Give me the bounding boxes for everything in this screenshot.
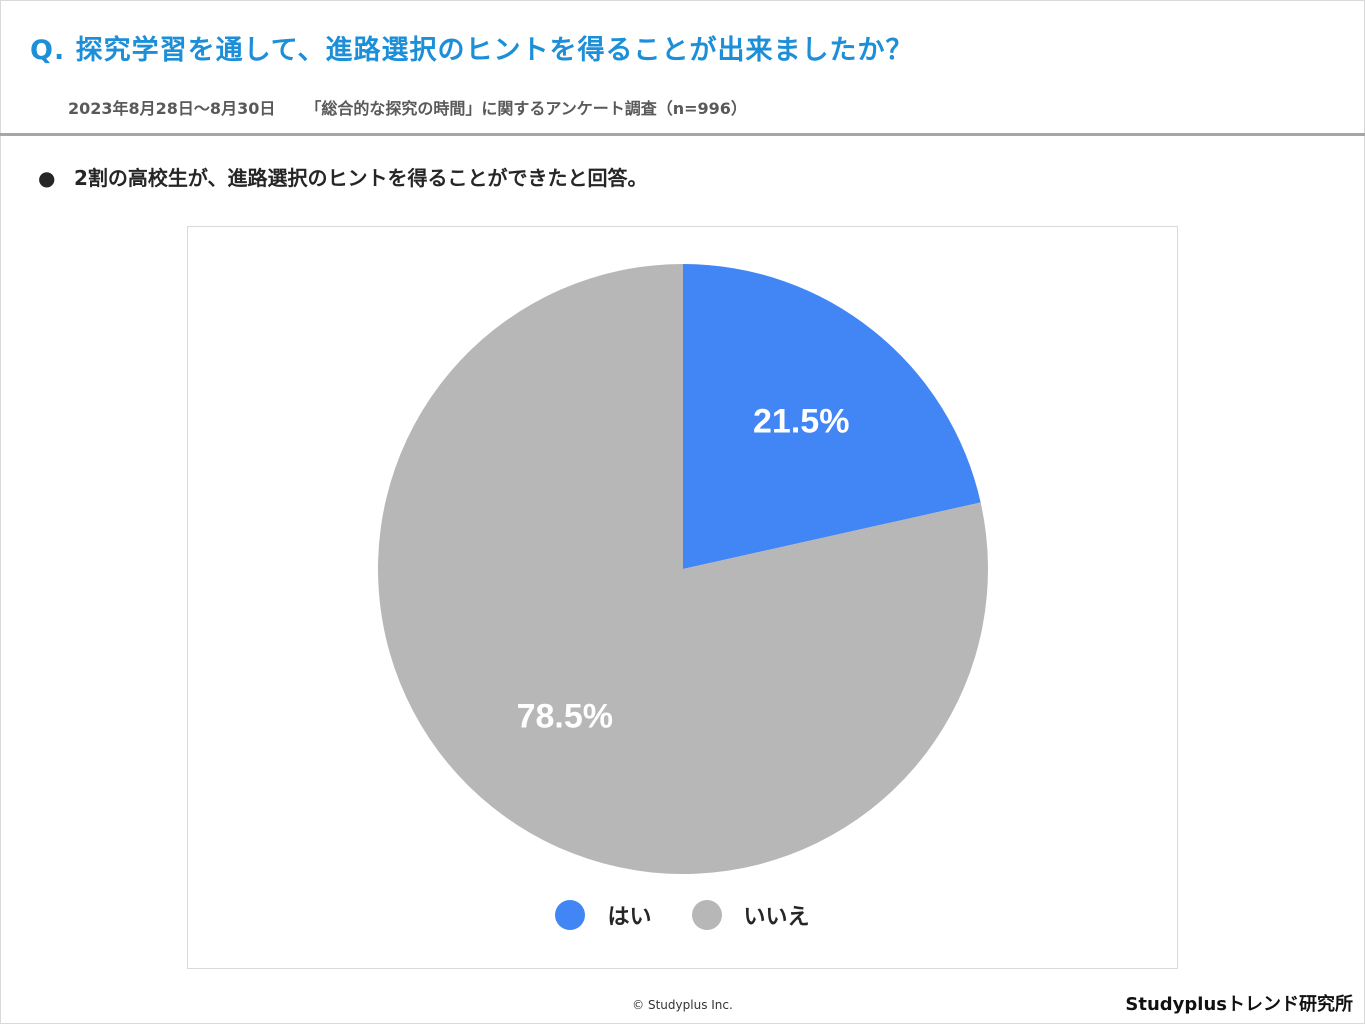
legend-label-no: いいえ (743, 905, 810, 930)
bullet-icon: ● (38, 166, 56, 190)
pie-chart-panel: 21.5% 78.5% はい いいえ (187, 226, 1178, 969)
header-divider (0, 133, 1365, 136)
legend-item-yes: はい (555, 899, 652, 931)
page-title: Q. 探究学習を通して、進路選択のヒントを得ることが出来ましたか？ (30, 35, 914, 66)
survey-info: 2023年8月28日～8月30日 「総合的な探究の時間」に関するアンケート調査（n… (68, 95, 747, 119)
legend-swatch-yes (555, 900, 586, 930)
pie-label-no: 78.5% (517, 698, 613, 736)
brand-logo-text: Studyplusトレンド研究所 (1125, 994, 1353, 1015)
summary-text: 2割の高校生が、進路選択のヒントを得ることができたと回答。 (74, 166, 648, 190)
chart-legend: はい いいえ (188, 899, 1177, 931)
legend-label-yes: はい (607, 905, 652, 930)
pie-slice-no (378, 264, 989, 874)
copyright-notice: © Studyplus Inc. (632, 998, 733, 1012)
pie-slice-yes (683, 264, 981, 569)
survey-date-range: 2023年8月28日～8月30日 (68, 99, 276, 118)
survey-name: 「総合的な探究の時間」に関するアンケート調査（n=996） (305, 99, 747, 118)
legend-item-no: いいえ (691, 899, 810, 931)
summary-line: ● 2割の高校生が、進路選択のヒントを得ることができたと回答。 (38, 162, 648, 191)
legend-swatch-no (691, 900, 722, 930)
pie-chart: 21.5% 78.5% (378, 264, 989, 874)
pie-label-yes: 21.5% (753, 402, 849, 440)
